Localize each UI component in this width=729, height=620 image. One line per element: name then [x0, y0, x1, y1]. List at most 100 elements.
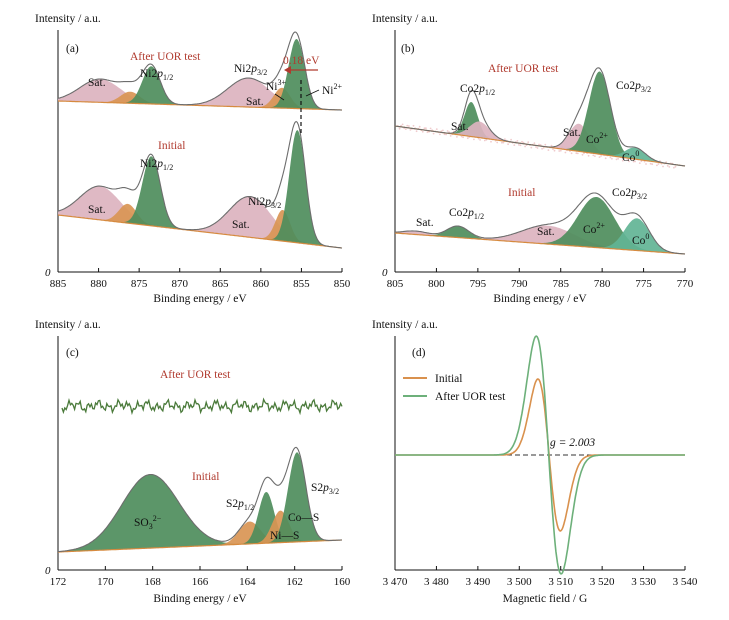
panel-c-after-line [61, 397, 343, 416]
panel-b-after-scatter-point [429, 127, 432, 130]
panel-b-after-scatter-point [485, 138, 488, 141]
panel-b-after-scatter-point [544, 143, 547, 146]
panel-a-after-ni2p12: Ni2p1/2 [140, 68, 173, 82]
panel-d-xlabel: Magnetic field / G [503, 593, 588, 605]
panel-a-xlabel: Binding energy / eV [153, 293, 247, 305]
panel-b-after-scatter-point [415, 130, 418, 133]
panel-d-legend-after: After UOR test [435, 391, 506, 403]
panel-b-after-scatter-point [594, 155, 596, 158]
panel-b-after-scatter-point [668, 166, 671, 168]
panel-b-after-scatter-point [598, 156, 601, 159]
panel-c-tick-label: 162 [286, 576, 303, 588]
panel-c-xlabel: Binding energy / eV [153, 593, 247, 605]
panel-b-after-scatter-point [600, 155, 602, 157]
panel-c-initial-envelope [57, 446, 342, 553]
panel-b-after-scatter-point [445, 133, 447, 136]
panel-b-after-scatter-point [536, 147, 539, 149]
panel-b-after-scatter-point [460, 135, 463, 138]
panel-b-after-scatter-point [507, 143, 509, 146]
panel-d-tick-label: 3 480 [424, 576, 449, 588]
panel-b-after-scatter-point [533, 142, 536, 145]
panel-d-plot [395, 335, 685, 575]
panel-b-after-scatter-point [432, 132, 435, 135]
panel-b-after-scatter-point [504, 138, 506, 141]
panel-b-after-scatter-point [634, 160, 636, 163]
panel-b: Intensity / a.u. (b) 0 805 800 795 790 785 78… [372, 13, 694, 305]
panel-a-after-title: After UOR test [130, 51, 201, 63]
panel-d-series-after [395, 335, 685, 575]
panel-b-after-scatter-point [626, 158, 629, 161]
panel-b-after-scatter-point [552, 148, 554, 151]
panel-b-after-scatter-point [401, 123, 404, 126]
panel-b-after-envelope [394, 67, 686, 167]
panel-b-initial-component [395, 230, 685, 254]
panel-b-after-scatter-point [530, 146, 533, 149]
panel-a-after-envelope [57, 31, 342, 111]
panel-a-plot [57, 31, 343, 249]
panel-b-after-scatter-point [524, 145, 526, 148]
panel-c-s2p12: S2p1/2 [226, 498, 254, 512]
panel-b-after-scatter-point [421, 130, 424, 133]
panel-b-after-sat2: Sat. [563, 127, 581, 139]
panel-a-ylabel: Intensity / a.u. [35, 13, 101, 25]
panel-b-tick-label: 780 [594, 278, 611, 290]
panel-b-after-scatter-point [408, 125, 410, 127]
panel-b-initial-envelope [395, 192, 686, 255]
panel-c-plot [57, 397, 343, 553]
panel-b-after-scatter-point [501, 141, 503, 144]
panel-b-init-co2p32: Co2p3/2 [612, 187, 647, 201]
panel-b-after-scatter-point [611, 157, 613, 160]
panel-a-ticks: 885 880 875 870 865 860 855 850 [50, 268, 351, 290]
panel-b-ylabel: Intensity / a.u. [372, 13, 438, 25]
panel-b-after-scatter-point [674, 165, 677, 168]
panel-c-ylabel: Intensity / a.u. [35, 319, 101, 331]
panel-b-after-scatter-point [423, 127, 426, 130]
panel-b-after-scatter-point [473, 138, 475, 141]
panel-b-init-sat2: Sat. [537, 226, 555, 238]
panel-b-after-scatter-point [575, 152, 578, 155]
panel-d-ticks: 3 470 3 480 3 490 3 500 3 510 3 520 3 530 3 540 [383, 566, 698, 588]
panel-a-initial-title: Initial [158, 140, 185, 152]
panel-b-after-scatter-point [558, 150, 561, 152]
panel-b-label: (b) [401, 43, 415, 55]
panel-c-s2p32: S2p3/2 [311, 482, 339, 496]
panel-a-tick-label: 860 [253, 278, 270, 290]
panel-b-initial-title: Initial [508, 187, 535, 199]
panel-a-tick-label: 875 [131, 278, 148, 290]
panel-b-after-scatter-point [466, 137, 469, 140]
panel-d-g-value: g = 2.003 [550, 437, 595, 449]
panel-b-after-scatter-point [541, 147, 543, 150]
panel-b-after-scatter-point [442, 129, 444, 132]
panel-b-tick-label: 785 [552, 278, 569, 290]
panel-b-after-scatter-point [576, 152, 579, 155]
panel-c-nis: Ni—S [270, 530, 299, 542]
panel-a-after-component [58, 87, 342, 110]
panel-b-after-scatter-point [462, 136, 464, 139]
panel-b-after-scatter-point [564, 151, 567, 154]
panel-b-after-scatter-point [538, 143, 540, 146]
panel-c-tick-label: 166 [192, 576, 209, 588]
panel-d-tick-label: 3 540 [673, 576, 698, 588]
panel-b-after-scatter-point [425, 127, 427, 130]
panel-a-after-sat1: Sat. [88, 77, 106, 89]
panel-b-after-co2p32: Co2p3/2 [616, 80, 651, 94]
panel-b-after-scatter-point [521, 140, 523, 143]
panel-a-tick-label: 880 [90, 278, 107, 290]
panel-a-init-sat1: Sat. [88, 204, 106, 216]
panel-b-after-scatter-point [426, 131, 429, 134]
panel-a-ni3-pointer [274, 93, 285, 101]
panel-b-after-scatter-point [640, 160, 643, 163]
panel-b-after-scatter-point [649, 162, 652, 165]
panel-b-xlabel: Binding energy / eV [493, 293, 587, 305]
panel-b-after-scatter-point [496, 141, 499, 144]
panel-a-tick-label: 885 [50, 278, 67, 290]
panel-b-after-scatter-point [519, 144, 522, 147]
panel-b-after-scatter-point [632, 160, 635, 163]
panel-c-initial-title: Initial [192, 471, 219, 483]
panel-b-after-co2p12: Co2p1/2 [460, 83, 495, 97]
panel-a-tick-label: 855 [293, 278, 310, 290]
panel-b-after-scatter-point [435, 128, 438, 131]
panel-d: Intensity / a.u. (d) 3 470 3 480 3 490 3 50… [372, 319, 698, 605]
panel-a-after-component [58, 39, 342, 110]
